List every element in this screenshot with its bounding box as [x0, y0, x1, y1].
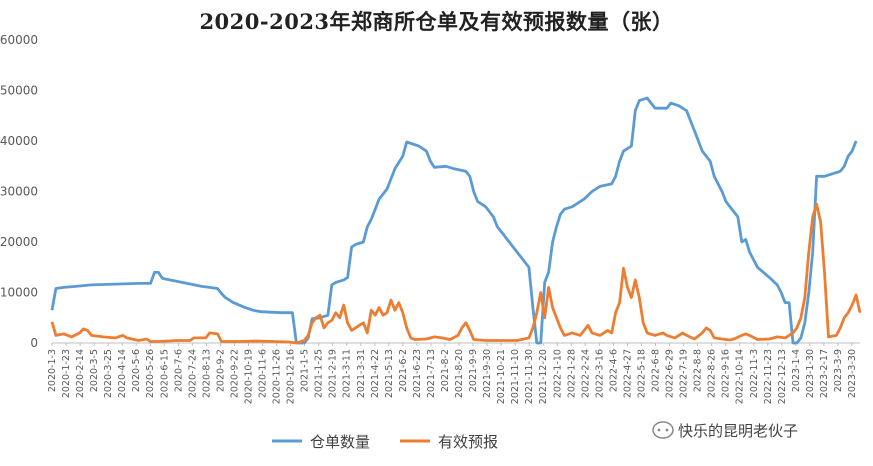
y-tick-label: 40000 [0, 134, 38, 148]
y-tick-label: 0 [30, 336, 38, 350]
x-tick-label: 2022-9-16 [721, 349, 732, 398]
x-tick-label: 2021-9-9 [468, 349, 479, 392]
x-tick-label: 2021-8-20 [454, 349, 465, 398]
x-tick-label: 2020-2-14 [75, 349, 86, 398]
legend: 仓单数量 有效预报 [272, 433, 498, 451]
x-tick-label: 2021-11-30 [524, 349, 535, 404]
x-tick-label: 2021-12-20 [538, 349, 549, 404]
x-tick-label: 2020-5-26 [145, 349, 156, 398]
legend-label: 仓单数量 [310, 433, 370, 451]
x-tick-label: 2020-1-3 [47, 349, 58, 392]
chart-title: 2020-2023年郑商所仓单及有效预报数量（张） [199, 9, 674, 34]
x-tick-label: 2020-11-6 [258, 349, 269, 398]
y-tick-label: 20000 [0, 235, 38, 249]
x-tick-label: 2021-5-13 [384, 349, 395, 398]
x-tick-label: 2022-6-29 [665, 349, 676, 398]
x-tick-label: 2020-10-19 [243, 349, 254, 404]
y-tick-label: 30000 [0, 185, 38, 199]
x-tick-label: 2021-4-22 [370, 349, 381, 398]
x-tick-label: 2020-9-22 [229, 349, 240, 398]
x-tick-label: 2022-6-8 [651, 349, 662, 392]
x-tick-label: 2021-1-5 [300, 349, 311, 392]
x-tick-label: 2021-2-19 [328, 349, 339, 398]
x-tick-label: 2023-3-30 [847, 349, 858, 398]
x-tick-label: 2023-3-9 [833, 349, 844, 392]
legend-label: 有效预报 [438, 433, 498, 451]
x-tick-label: 2020-4-14 [117, 349, 128, 398]
chat-bubble-icon [652, 421, 674, 439]
x-tick-label: 2023-1-4 [791, 349, 802, 392]
x-tick-label: 2023-2-17 [819, 349, 830, 398]
x-tick-label: 2021-11-10 [510, 349, 521, 404]
y-tick-label: 50000 [0, 84, 38, 98]
x-tick-label: 2020-7-6 [173, 349, 184, 392]
x-tick-label: 2020-5-6 [131, 349, 142, 392]
x-tick-label: 2020-8-13 [201, 349, 212, 398]
x-tick-label: 2020-12-16 [286, 349, 297, 404]
x-tick-label: 2021-7-13 [426, 349, 437, 398]
x-tick-label: 2022-12-13 [777, 349, 788, 404]
x-tick-label: 2020-1-23 [61, 349, 72, 398]
series-lines [50, 96, 862, 345]
x-tick-label: 2020-7-24 [187, 349, 198, 398]
x-tick-label: 2022-1-28 [566, 349, 577, 398]
x-tick-label: 2022-3-16 [594, 349, 605, 398]
x-tick-label: 2020-11-26 [272, 349, 283, 404]
x-tick-label: 2021-8-2 [440, 349, 451, 392]
x-tick-label: 2020-3-5 [89, 349, 100, 392]
x-tick-label: 2023-1-30 [805, 349, 816, 398]
x-tick-label: 2021-3-11 [342, 349, 353, 398]
x-tick-label: 2022-1-10 [552, 349, 563, 398]
series-line-forecast [50, 202, 862, 345]
x-tick-label: 2021-3-31 [356, 349, 367, 398]
x-tick-label: 2021-10-21 [496, 349, 507, 404]
x-tick-label: 2022-11-3 [749, 349, 760, 398]
x-tick-label: 2020-3-25 [103, 349, 114, 398]
x-tick-label: 2020-6-15 [159, 349, 170, 398]
x-tick-label: 2021-1-25 [314, 349, 325, 398]
x-tick-label: 2021-6-23 [412, 349, 423, 398]
x-tick-label: 2022-4-6 [608, 349, 619, 392]
x-tick-label: 2022-2-24 [580, 349, 591, 398]
x-tick-label: 2022-5-18 [636, 349, 647, 398]
x-tick-label: 2022-8-26 [707, 349, 718, 398]
y-tick-label: 60000 [0, 33, 38, 47]
x-tick-label: 2022-7-19 [679, 349, 690, 398]
x-tick-label: 2021-6-2 [398, 349, 409, 392]
x-tick-label: 2021-9-30 [482, 349, 493, 398]
y-tick-label: 10000 [0, 286, 38, 300]
x-tick-label: 2022-8-8 [693, 349, 704, 392]
x-tick-label: 2020-9-2 [215, 349, 226, 392]
watermark-text: 快乐的昆明老伙子 [678, 422, 798, 440]
x-tick-label: 2022-4-27 [622, 349, 633, 398]
watermark: 快乐的昆明老伙子 [652, 421, 798, 440]
x-tick-label: 2022-10-14 [735, 349, 746, 404]
x-tick-label: 2022-11-23 [763, 349, 774, 404]
series-line-warrant [50, 96, 858, 345]
